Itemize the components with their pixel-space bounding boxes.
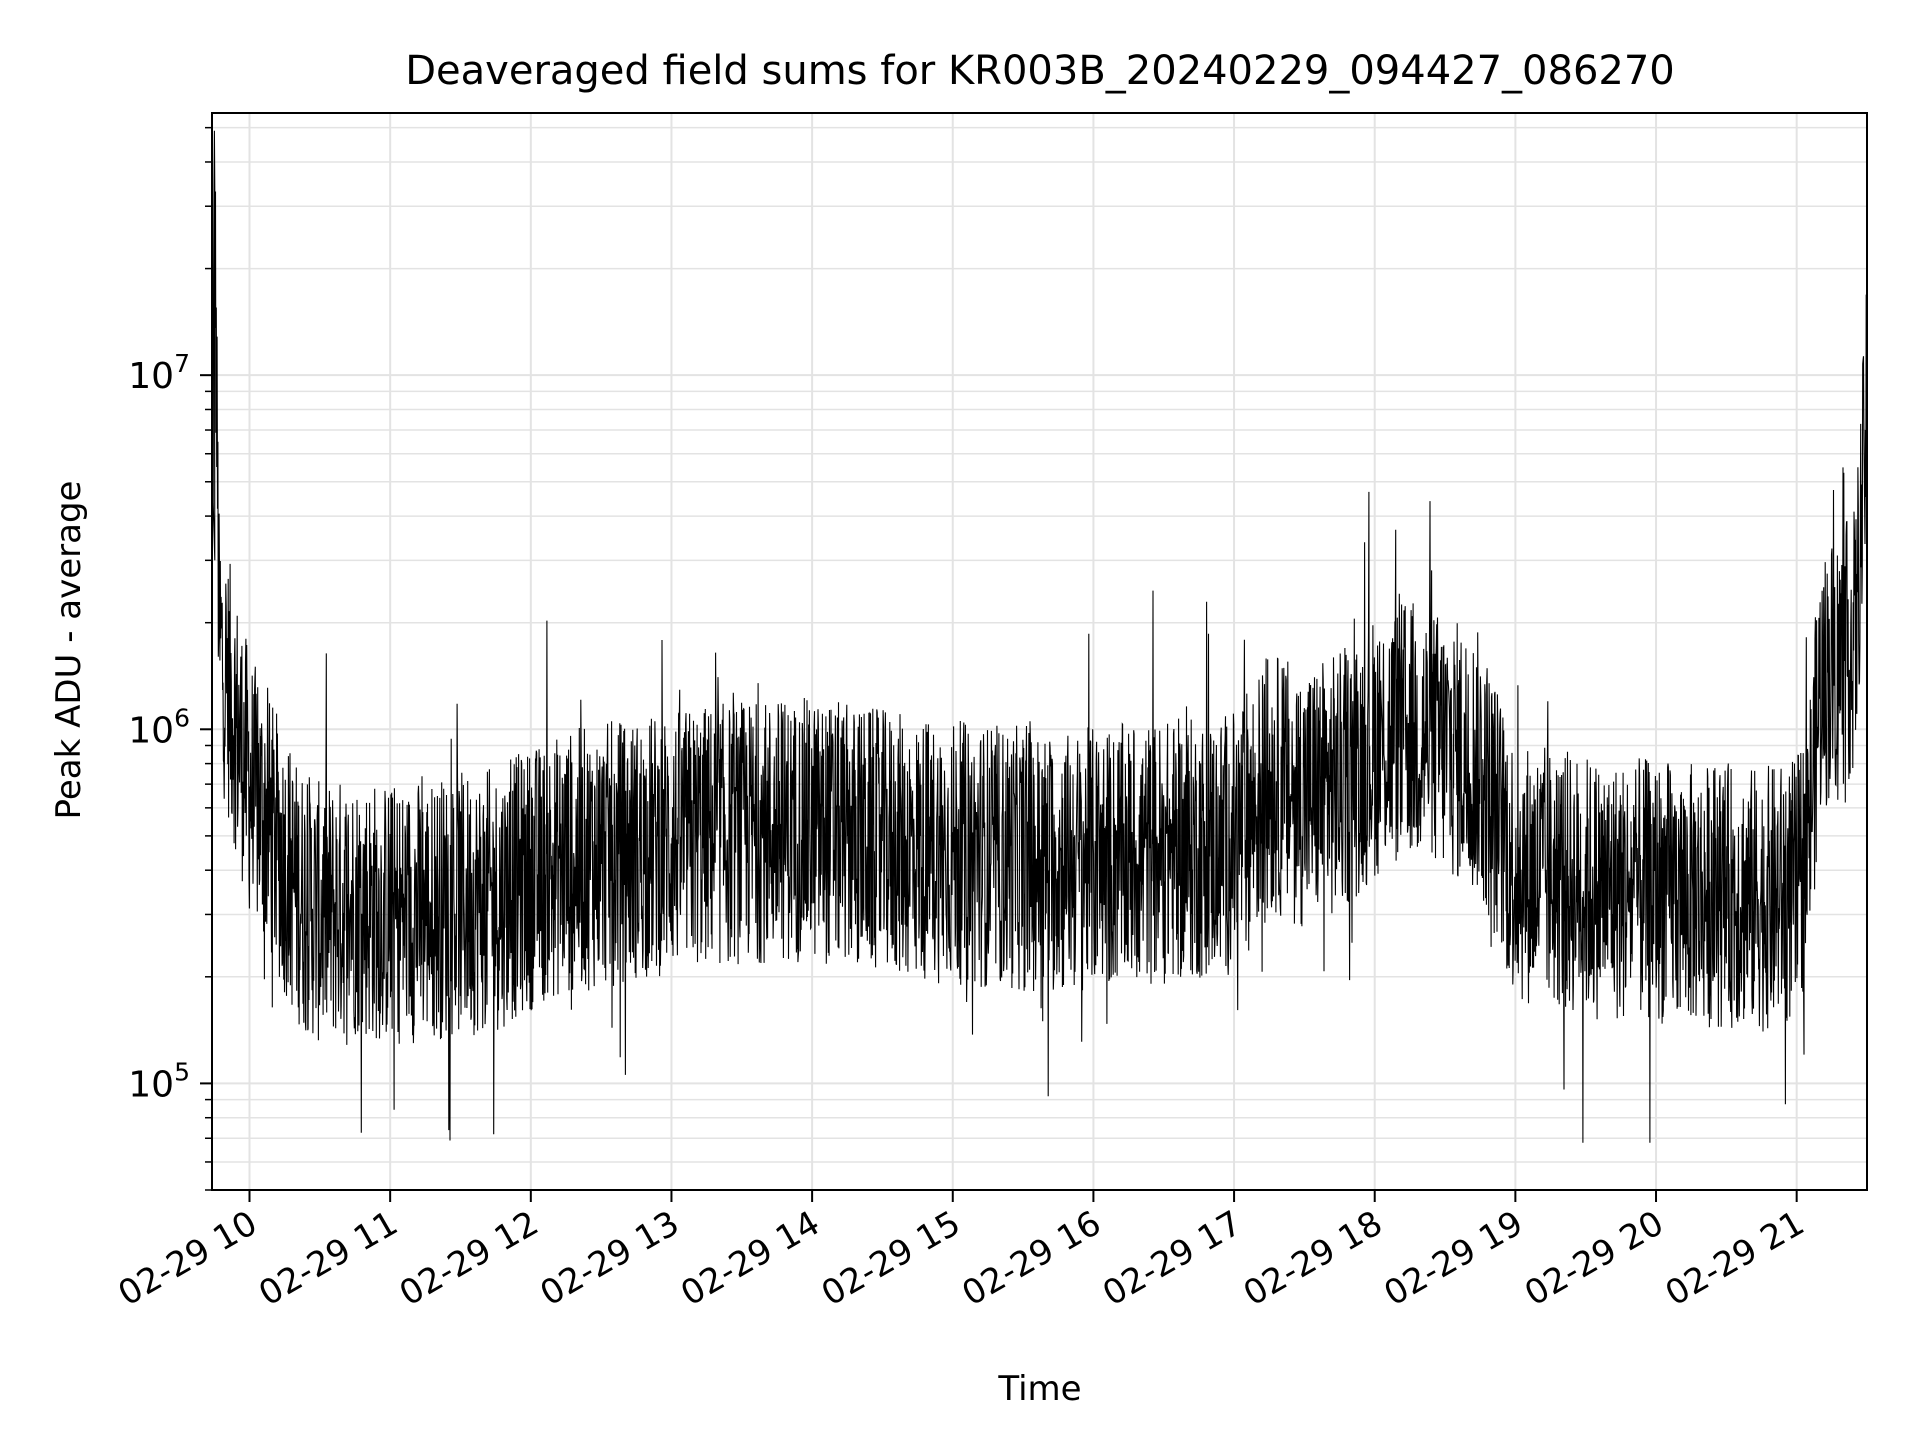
x-axis-label: Time — [997, 1369, 1081, 1409]
y-tick-label: 107 — [128, 349, 190, 397]
y-tick-label: 106 — [128, 703, 190, 751]
major-grid — [212, 113, 1867, 1190]
series-line — [211, 130, 1868, 1143]
series-layer — [211, 130, 1868, 1143]
axis-ticks — [200, 126, 1798, 1202]
y-axis-label: Peak ADU - average — [49, 481, 89, 820]
plot-frame — [211, 112, 1868, 1191]
chart-title: Deaveraged field sums for KR003B_2024022… — [405, 48, 1675, 94]
y-tick-label: 105 — [128, 1057, 190, 1105]
